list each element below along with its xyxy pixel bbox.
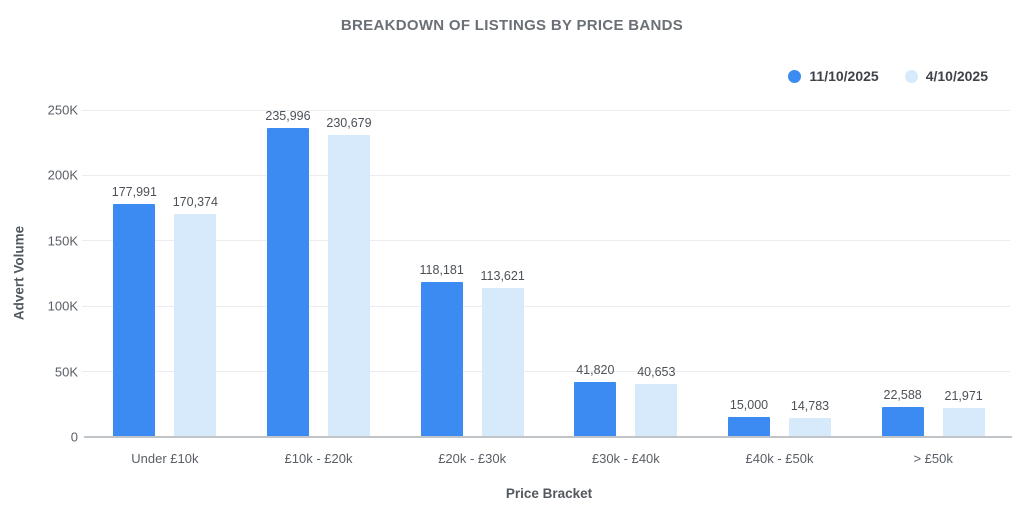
y-tick-label: 150K: [47, 233, 78, 249]
y-tick-label: 200K: [47, 167, 78, 183]
bar-value-label: 118,181: [419, 263, 464, 278]
legend-label-series-2: 4/10/2025: [925, 68, 988, 84]
y-tick-label: 0: [70, 429, 78, 445]
bar-value-label: 15,000: [729, 398, 769, 413]
legend: 11/10/2025 4/10/2025: [788, 68, 988, 84]
legend-item-series-2[interactable]: 4/10/2025: [904, 68, 988, 84]
x-axis-title: Price Bracket: [505, 486, 593, 501]
chart-title: BREAKDOWN OF LISTINGS BY PRICE BANDS: [340, 17, 684, 34]
gridline: [82, 371, 1010, 373]
gridline: [82, 240, 1010, 242]
bar-value-label: 177,991: [111, 185, 157, 200]
legend-dot-series-1-icon: [788, 69, 802, 83]
legend-item-series-1[interactable]: 11/10/2025: [788, 68, 879, 84]
y-axis-labels: 0 50K 100K 150K 200K 250K: [0, 103, 78, 445]
gridline: [82, 109, 1010, 111]
x-tick-label: £10k - £20k: [284, 451, 353, 466]
bar-previous[interactable]: [481, 288, 524, 437]
x-axis-labels: Under £10k £10k - £20k £20k - £30k £30k - £…: [88, 451, 1010, 469]
bar-value-label: 235,996: [265, 109, 311, 124]
bar-value-label: 22,588: [883, 388, 922, 403]
bar-value-label: 40,653: [637, 364, 676, 379]
bar-value-label: 14,783: [790, 398, 830, 413]
legend-dot-series-2-icon: [904, 69, 918, 83]
bar-previous[interactable]: [635, 383, 678, 437]
bar-current[interactable]: [267, 128, 309, 437]
x-tick-label: £30k - £40k: [591, 451, 660, 466]
gridline: [82, 174, 1010, 176]
gridline: [82, 305, 1010, 307]
x-tick-label: £20k - £30k: [438, 451, 507, 466]
x-tick-label: £40k - £50k: [745, 451, 814, 466]
bar-value-label: 21,971: [944, 389, 983, 404]
bar-value-label: 230,679: [326, 116, 372, 131]
plot-area: 177,991 170,374 235,996 230,679 118,181 113,6…: [82, 109, 1012, 438]
bar-current[interactable]: [728, 417, 770, 437]
bar-current[interactable]: [113, 204, 156, 437]
x-axis-line: [84, 436, 1012, 438]
bar-current[interactable]: [420, 282, 463, 437]
bar-value-label: 113,621: [480, 269, 525, 284]
y-tick-label: 250K: [47, 102, 78, 118]
x-tick-label: > £50k: [913, 451, 953, 466]
bar-current[interactable]: [881, 407, 924, 437]
y-tick-label: 100K: [47, 298, 78, 314]
bar-previous[interactable]: [789, 417, 831, 437]
bar-value-label: 41,820: [576, 363, 615, 378]
bar-previous[interactable]: [328, 135, 370, 437]
x-tick-label: Under £10k: [131, 451, 199, 466]
legend-label-series-1: 11/10/2025: [809, 68, 879, 84]
y-tick-label: 50K: [54, 364, 78, 380]
bar-current[interactable]: [574, 382, 617, 437]
bar-previous[interactable]: [174, 214, 217, 437]
bar-previous[interactable]: [942, 408, 985, 437]
bar-value-label: 170,374: [172, 195, 218, 210]
